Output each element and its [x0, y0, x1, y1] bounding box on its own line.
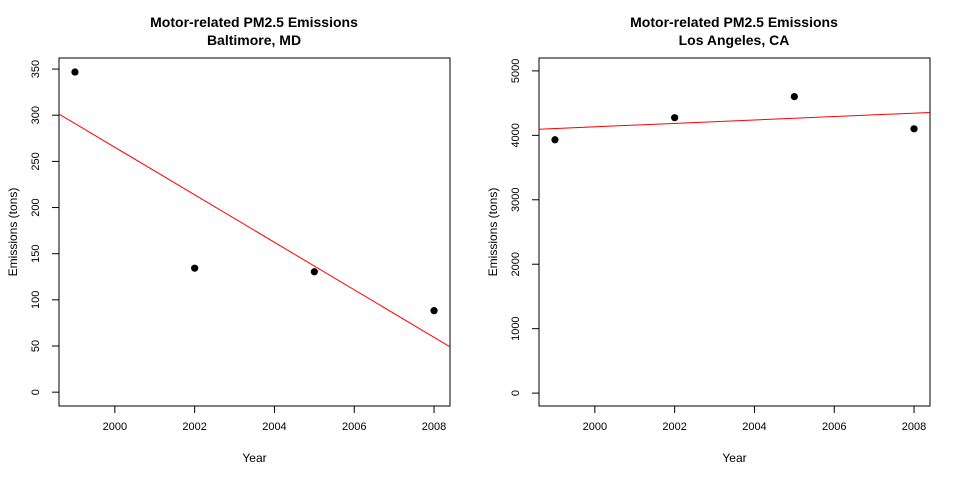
- y-tick-label: 300: [30, 106, 42, 124]
- x-tick-label: 2006: [342, 421, 366, 433]
- y-tick-label: 350: [30, 60, 42, 78]
- trend-line: [539, 111, 930, 130]
- chart-title: Motor-related PM2.5 Emissions: [150, 14, 358, 30]
- y-tick-label: 5000: [510, 59, 522, 83]
- y-tick-label: 100: [30, 291, 42, 309]
- x-tick-label: 2008: [902, 421, 926, 433]
- chart-panel-1: Motor-related PM2.5 Emissions Baltimore, …: [6, 14, 451, 465]
- x-tick-label: 2002: [662, 421, 686, 433]
- chart-subtitle: Los Angeles, CA: [679, 32, 790, 48]
- chart-title: Motor-related PM2.5 Emissions: [630, 14, 838, 30]
- y-tick-label: 0: [510, 390, 522, 396]
- x-tick-label: 2000: [103, 421, 127, 433]
- plot-frame: [58, 57, 451, 407]
- chart-panel-2: Motor-related PM2.5 Emissions Los Angeles…: [486, 14, 931, 465]
- x-tick-label: 2006: [822, 421, 846, 433]
- data-point: [430, 307, 438, 315]
- data-point: [790, 93, 798, 101]
- data-point: [551, 136, 559, 144]
- x-axis-label: Year: [242, 451, 266, 465]
- data-point: [310, 268, 318, 276]
- chart-subtitle: Baltimore, MD: [207, 32, 301, 48]
- plot-frame: [538, 57, 931, 407]
- data-point: [71, 68, 79, 76]
- x-tick-label: 2002: [182, 421, 206, 433]
- trend-line: [59, 113, 450, 348]
- y-tick-label: 4000: [510, 123, 522, 147]
- x-tick-label: 2008: [422, 421, 446, 433]
- x-tick-label: 2004: [742, 421, 766, 433]
- x-axis-label: Year: [722, 451, 746, 465]
- y-tick-label: 2000: [510, 252, 522, 276]
- data-point: [671, 114, 679, 122]
- y-tick-label: 250: [30, 152, 42, 170]
- y-tick-label: 0: [30, 389, 42, 395]
- y-axis-label: Emissions (tons): [6, 188, 20, 277]
- y-tick-label: 50: [30, 340, 42, 352]
- data-point: [910, 125, 918, 133]
- y-tick-label: 150: [30, 245, 42, 263]
- data-point: [191, 264, 199, 272]
- y-tick-label: 200: [30, 198, 42, 216]
- y-axis-label: Emissions (tons): [486, 188, 500, 277]
- x-tick-label: 2000: [583, 421, 607, 433]
- y-tick-label: 1000: [510, 316, 522, 340]
- y-tick-label: 3000: [510, 188, 522, 212]
- x-tick-label: 2004: [262, 421, 286, 433]
